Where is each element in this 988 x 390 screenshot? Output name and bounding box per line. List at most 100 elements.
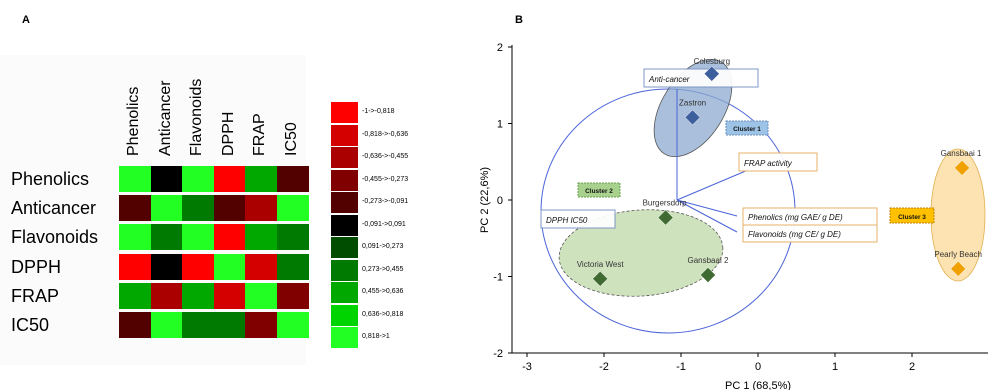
heatmap-col-label: Flavonoids [188, 78, 205, 156]
heatmap-cell [276, 166, 309, 192]
heatmap-cell [182, 253, 214, 280]
heatmap-cell [245, 166, 277, 192]
heatmap-cell [213, 166, 246, 192]
heatmap-cell [182, 282, 214, 309]
y-tick-label: 0 [497, 195, 503, 207]
heatmap-cell [213, 312, 246, 338]
legend-label: -0,273->-0,091 [362, 198, 409, 205]
legend-label: 0,455->0,636 [362, 288, 404, 295]
x-tick-label: -2 [599, 361, 609, 373]
heatmap-cell [119, 282, 151, 309]
heatmap-cell [213, 282, 246, 309]
heatmap-cell [119, 253, 151, 280]
legend-label: -0,818->-0,636 [362, 130, 409, 138]
heatmap-cell [182, 195, 214, 222]
heatmap-cell [119, 312, 151, 338]
cluster-tag-label: Cluster 1 [733, 126, 761, 133]
sample-point [954, 160, 970, 176]
sample-label: Colesburg [694, 57, 730, 66]
legend-label: -0,636->-0,455 [362, 153, 409, 160]
sample-point [657, 209, 674, 226]
y-tick-label: -1 [493, 272, 503, 284]
legend-label: 0,818->1 [362, 333, 390, 340]
heatmap-row-label: IC50 [11, 315, 50, 335]
legend-swatch [331, 237, 358, 258]
heatmap-cell [276, 312, 309, 338]
heatmap-cell [276, 253, 309, 280]
x-tick-label: -3 [522, 361, 532, 373]
variable-label-box [540, 209, 616, 229]
heatmap-cell [182, 312, 214, 338]
variable-label-box [643, 68, 759, 88]
heatmap-col-label: DPPH [219, 111, 237, 156]
legend-swatch [331, 102, 358, 123]
x-axis-label: PC 1 (68,5%) [725, 380, 791, 390]
x-tick-label: 0 [755, 361, 761, 373]
heatmap-cell [119, 195, 151, 222]
sample-label: Gansbaai 2 [687, 256, 728, 265]
variable-label: Anti-cancer [648, 75, 690, 84]
cluster-tag-box [577, 182, 621, 198]
y-tick-label: -2 [493, 348, 503, 360]
legend-swatch [331, 169, 358, 191]
legend-swatch [331, 259, 358, 281]
loading-vector [676, 199, 738, 217]
legend-label: -0,455->-0,273 [362, 175, 409, 183]
heatmap-cell [245, 224, 277, 251]
heatmap-cell [150, 253, 183, 280]
heatmap-cell [276, 224, 309, 251]
heatmap-row-label: Flavonoids [11, 227, 99, 248]
heatmap-cell [150, 166, 183, 192]
legend-swatch [331, 327, 358, 348]
heatmap-cell [245, 253, 277, 280]
variable-label-box [742, 224, 878, 243]
heatmap-cell [119, 224, 151, 251]
heatmap-cell [150, 224, 183, 251]
legend-label: 0,636->0,818 [362, 310, 404, 318]
heatmap-col-label: Anticancer [156, 80, 174, 156]
heatmap-cell [213, 224, 246, 251]
legend-swatch [331, 124, 358, 146]
loading-vector [676, 169, 749, 201]
legend-swatch [331, 214, 358, 236]
sample-point [700, 267, 716, 283]
sample-point [950, 260, 967, 277]
heatmap-cell [213, 253, 246, 280]
legend-swatch [331, 147, 358, 168]
y-tick-label: 1 [497, 119, 503, 131]
legend-swatch [331, 192, 358, 213]
cluster-tag-box [725, 120, 769, 136]
legend-label: 0,091->0,273 [362, 243, 404, 250]
sample-point [684, 109, 701, 126]
variable-label: Flavonoids (mg CE/ g DE) [748, 230, 841, 239]
heatmap-col-label: IC50 [282, 122, 300, 156]
heatmap-row-label: FRAP [11, 285, 60, 306]
heatmap-cell [119, 166, 151, 192]
heatmap-cell [182, 166, 214, 192]
heatmap-cell [182, 224, 214, 251]
loading-vector [676, 199, 738, 233]
heatmap-cell [245, 312, 277, 338]
heatmap-row-label: Phenolics [11, 169, 90, 189]
x-tick-label: -1 [676, 361, 686, 373]
sample-label: Gansbaai 1 [941, 149, 982, 158]
x-tick-label: 1 [832, 361, 838, 373]
heatmap-cell [150, 282, 183, 309]
heatmap-cell [245, 282, 277, 309]
y-tick-label: 2 [497, 42, 503, 54]
variable-label: Phenolics (mg GAE/ g DE) [748, 213, 843, 222]
variable-label-box [738, 152, 818, 172]
cluster-tag-label: Cluster 2 [585, 188, 613, 195]
x-tick-label: 2 [909, 361, 915, 373]
heatmap-cell [150, 312, 183, 338]
sample-label: Zastron [679, 98, 706, 107]
legend-label: -0,091->0,091 [362, 220, 406, 228]
sample-label: Victoria West [577, 260, 625, 269]
heatmap-cell [213, 195, 246, 222]
legend-swatch [331, 282, 358, 303]
sample-point [703, 65, 720, 82]
heatmap-col-label: FRAP [251, 113, 268, 156]
cluster-tag-label: Cluster 3 [898, 214, 926, 221]
